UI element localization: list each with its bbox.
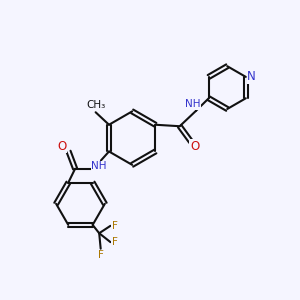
Text: O: O	[190, 140, 199, 153]
Text: O: O	[57, 140, 67, 153]
Text: NH: NH	[185, 99, 201, 109]
Text: F: F	[112, 237, 118, 247]
Text: NH: NH	[91, 161, 106, 171]
Text: CH₃: CH₃	[86, 100, 105, 110]
Text: F: F	[112, 221, 118, 231]
Text: N: N	[248, 70, 256, 83]
Text: F: F	[98, 250, 103, 260]
